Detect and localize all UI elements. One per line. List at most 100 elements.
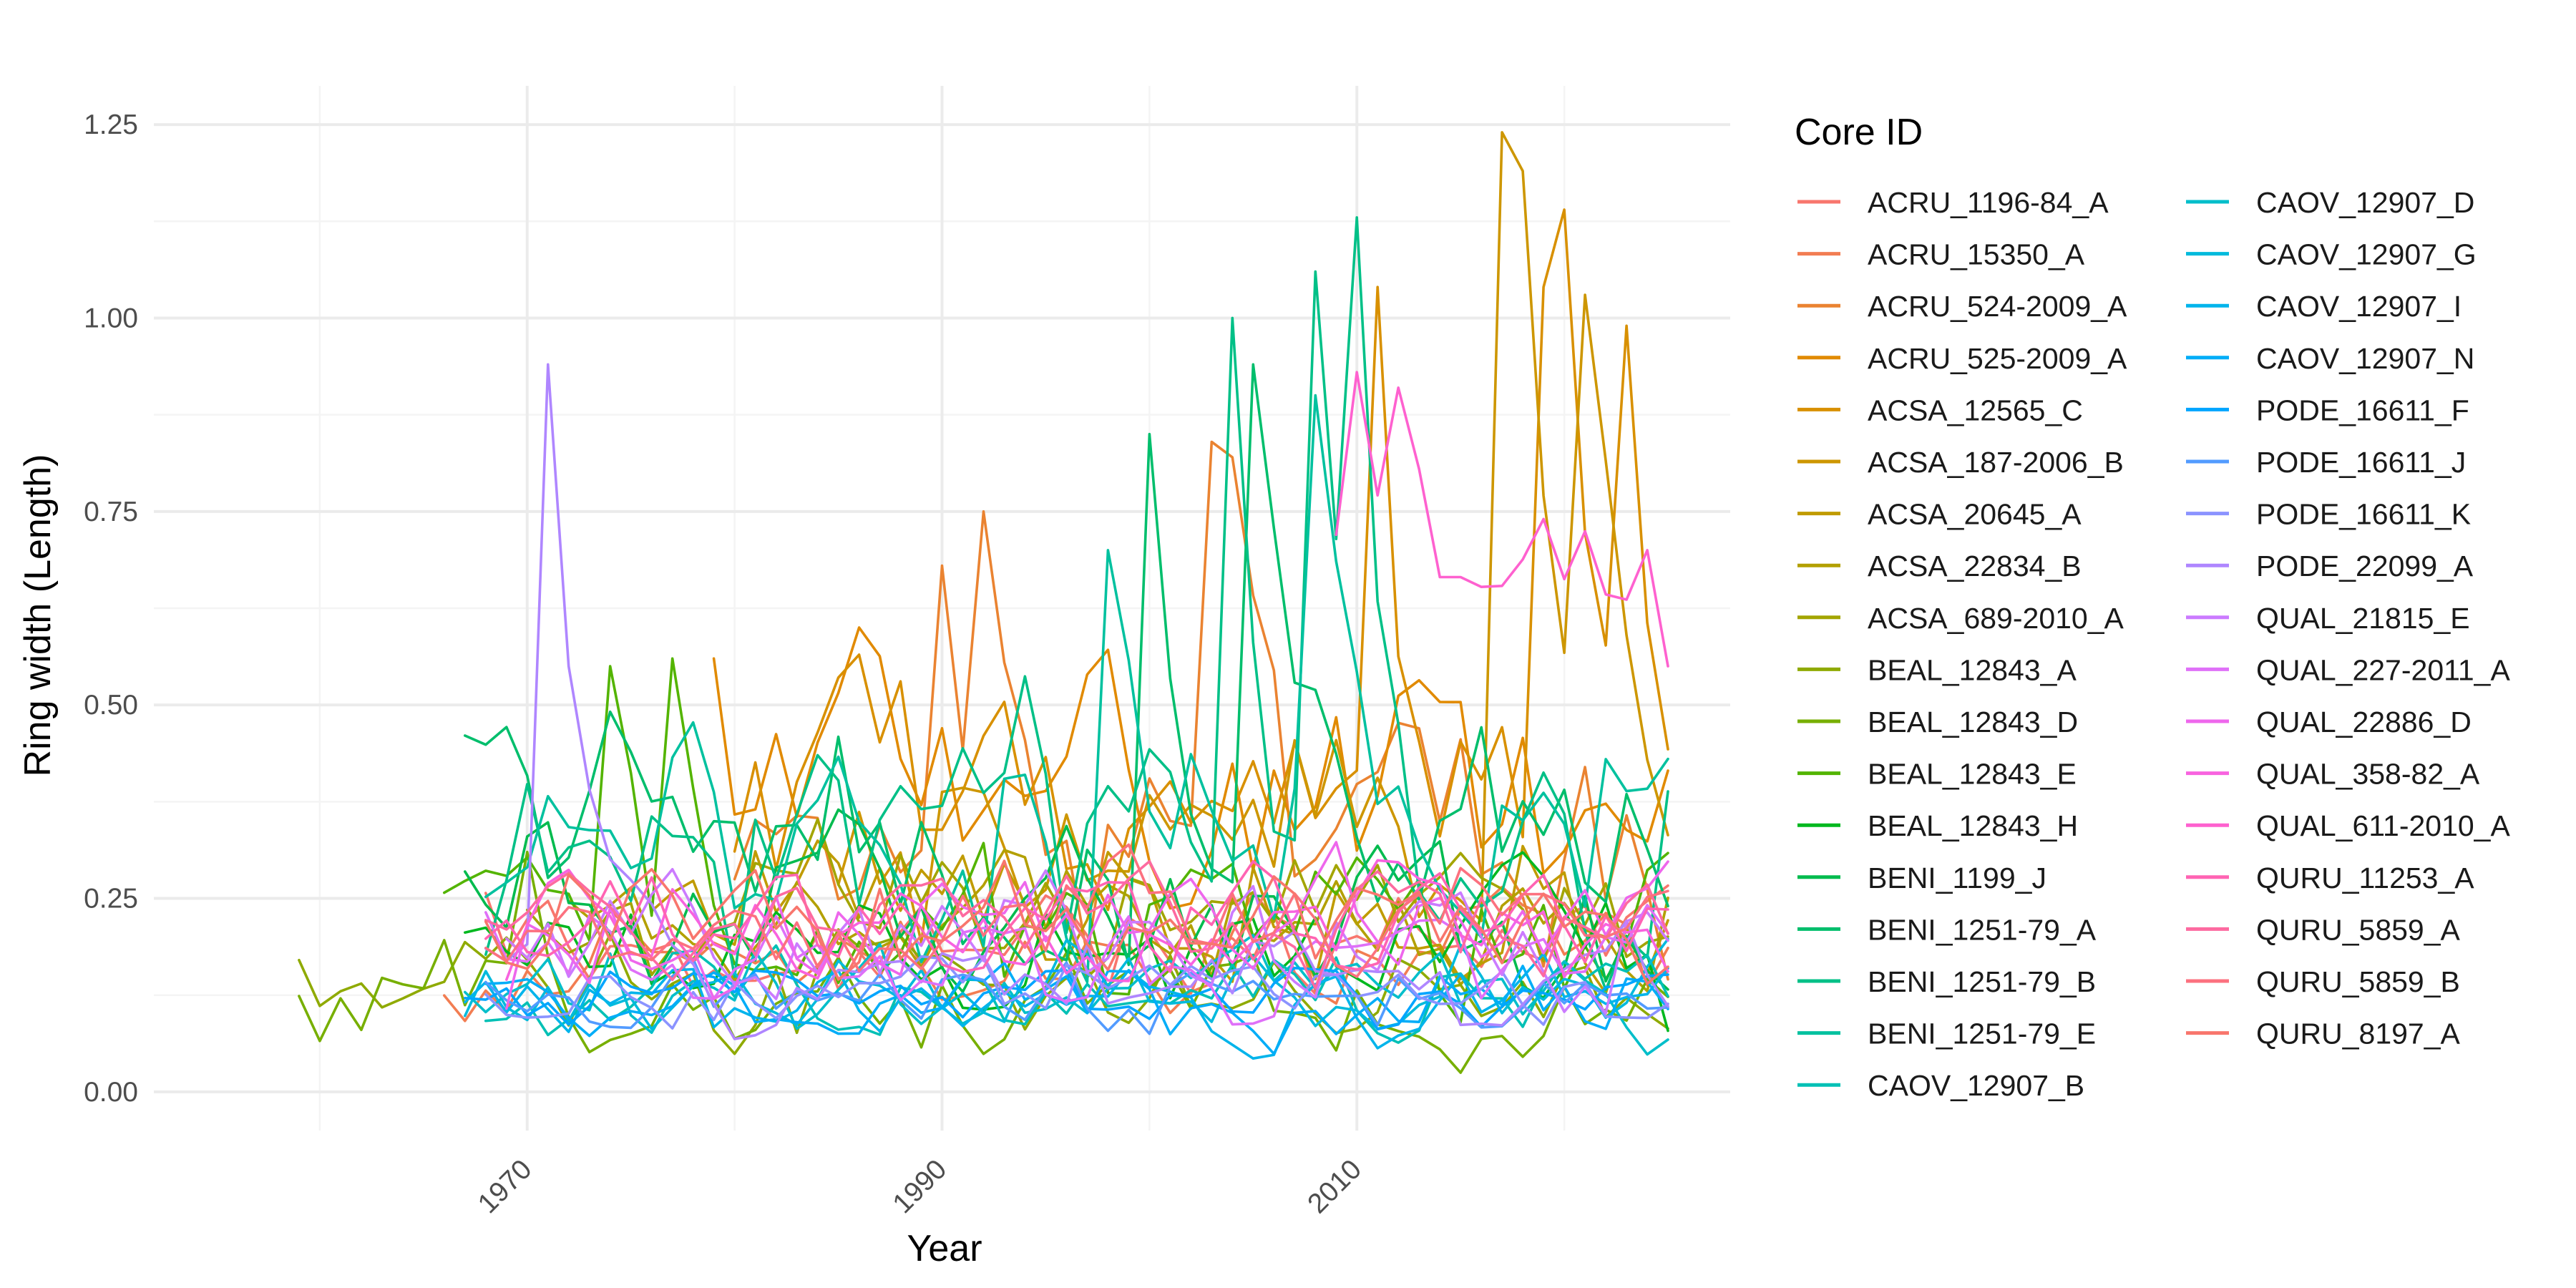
y-tick-label: 0.50 — [84, 690, 138, 721]
y-tick-label: 0.75 — [84, 497, 138, 527]
legend-label: BEAL_12843_A — [1868, 653, 2077, 686]
legend-label: QUAL_21815_E — [2256, 602, 2470, 635]
legend-label: ACRU_15350_A — [1868, 238, 2085, 271]
series-line — [463, 808, 1669, 1000]
legend-item: PODE_22099_A — [2186, 550, 2474, 582]
series-line — [463, 363, 1669, 967]
legend-item: ACSA_12565_C — [1797, 394, 2083, 426]
y-axis-title: Ring width (Length) — [17, 454, 59, 777]
legend-label: ACSA_12565_C — [1868, 394, 2083, 426]
series-line — [733, 440, 1669, 981]
plot-area — [154, 86, 1730, 1131]
series-line — [298, 850, 1669, 1074]
legend-item: CAOV_12907_G — [2186, 238, 2477, 271]
legend-label: ACRU_1196-84_A — [1868, 186, 2109, 219]
legend-label: BENI_1251-79_A — [1868, 913, 2097, 946]
legend-item: BEAL_12843_D — [1797, 706, 2078, 738]
legend-label: BEAL_12843_E — [1868, 758, 2077, 791]
series-line — [733, 208, 1669, 912]
legend-label: ACSA_22834_B — [1868, 550, 2082, 582]
legend-label: CAOV_12907_I — [2256, 290, 2462, 323]
legend-item: CAOV_12907_B — [1797, 1069, 2084, 1102]
legend-item: ACRU_524-2009_A — [1797, 290, 2127, 323]
legend-item: QURU_8197_A — [2186, 1018, 2461, 1050]
legend-item: ACSA_22834_B — [1797, 550, 2082, 582]
legend-item: PODE_16611_K — [2186, 498, 2471, 531]
legend-label: BEAL_12843_D — [1868, 706, 2078, 738]
legend-label: CAOV_12907_N — [2256, 342, 2474, 375]
legend-label: QURU_8197_A — [2256, 1018, 2461, 1050]
legend-label: PODE_16611_F — [2256, 394, 2469, 426]
legend-label: QUAL_227-2011_A — [2256, 653, 2510, 686]
legend-item: PODE_16611_J — [2186, 446, 2466, 479]
series-line — [463, 967, 1669, 1031]
series-line — [836, 131, 1669, 944]
series-line — [712, 626, 1669, 910]
y-axis-ticks: 0.00 0.25 0.50 0.75 1.00 1.25 — [84, 109, 138, 1108]
legend-item: QURU_5859_A — [2186, 913, 2461, 946]
legend-items: ACRU_1196-84_A ACRU_15350_A ACRU_524-2009_… — [1797, 186, 2510, 1102]
legend-item: CAOV_12907_D — [2186, 186, 2474, 219]
series-line — [484, 904, 1669, 1026]
legend-label: ACSA_689-2010_A — [1868, 602, 2124, 635]
legend-label: CAOV_12907_B — [1868, 1069, 2084, 1102]
legend-item: QURU_11253_A — [2186, 862, 2474, 894]
legend-item: ACRU_15350_A — [1797, 238, 2085, 271]
series-line — [1335, 371, 1669, 668]
series-layer — [298, 131, 1669, 1074]
legend: Core ID ACRU_1196-84_A ACRU_15350_A ACRU_5… — [1795, 112, 2510, 1102]
x-axis-title: Year — [907, 1228, 982, 1269]
legend-item: QUAL_22886_D — [2186, 706, 2472, 738]
legend-label: QUAL_358-82_A — [2256, 758, 2480, 791]
legend-label: QUAL_22886_D — [2256, 706, 2472, 738]
grid — [154, 86, 1730, 1131]
y-tick-label: 0.00 — [84, 1077, 138, 1108]
legend-label: BENI_1251-79_B — [1868, 965, 2096, 998]
legend-label: PODE_16611_J — [2256, 446, 2466, 479]
legend-item: QUAL_227-2011_A — [2186, 653, 2510, 686]
legend-label: BEAL_12843_H — [1868, 809, 2078, 842]
legend-label: QURU_5859_A — [2256, 913, 2461, 946]
legend-item: BEAL_12843_A — [1797, 653, 2077, 686]
legend-item: CAOV_12907_N — [2186, 342, 2474, 375]
legend-item: ACSA_689-2010_A — [1797, 602, 2124, 635]
legend-label: ACRU_524-2009_A — [1868, 290, 2127, 323]
series-line — [484, 860, 1669, 973]
legend-item: QUAL_358-82_A — [2186, 758, 2480, 791]
legend-item: QUAL_21815_E — [2186, 602, 2470, 635]
legend-label: ACSA_187-2006_B — [1868, 446, 2124, 479]
series-line — [484, 961, 1669, 1055]
legend-item: ACRU_525-2009_A — [1797, 342, 2127, 375]
legend-label: QUAL_611-2010_A — [2256, 809, 2510, 842]
legend-title: Core ID — [1795, 112, 1923, 153]
legend-label: PODE_22099_A — [2256, 550, 2474, 582]
legend-item: BENI_1251-79_E — [1797, 1018, 2096, 1050]
legend-item: ACSA_187-2006_B — [1797, 446, 2124, 479]
legend-item: ACRU_1196-84_A — [1797, 186, 2109, 219]
legend-label: ACSA_20645_A — [1868, 498, 2082, 531]
legend-item: PODE_16611_F — [2186, 394, 2469, 426]
legend-item: BENI_1251-79_A — [1797, 913, 2097, 946]
series-line — [484, 843, 1669, 978]
legend-label: CAOV_12907_D — [2256, 186, 2474, 219]
y-tick-label: 0.25 — [84, 884, 138, 914]
series-line — [442, 657, 1669, 1024]
y-tick-label: 1.25 — [84, 109, 138, 140]
series-line — [484, 859, 1669, 990]
legend-label: QURU_11253_A — [2256, 862, 2474, 894]
legend-label: BENI_1251-79_E — [1868, 1018, 2096, 1050]
legend-item: QURU_5859_B — [2186, 965, 2460, 998]
series-line — [484, 216, 1669, 992]
legend-item: BEAL_12843_H — [1797, 809, 2078, 842]
y-tick-label: 1.00 — [84, 303, 138, 333]
legend-label: PODE_16611_K — [2256, 498, 2471, 531]
legend-item: BEAL_12843_E — [1797, 758, 2077, 791]
legend-label: BENI_1199_J — [1868, 862, 2046, 894]
series-line — [484, 955, 1669, 1030]
legend-item: BENI_1251-79_B — [1797, 965, 2096, 998]
series-line — [484, 859, 1669, 985]
legend-label: ACRU_525-2009_A — [1868, 342, 2127, 375]
legend-item: ACSA_20645_A — [1797, 498, 2082, 531]
